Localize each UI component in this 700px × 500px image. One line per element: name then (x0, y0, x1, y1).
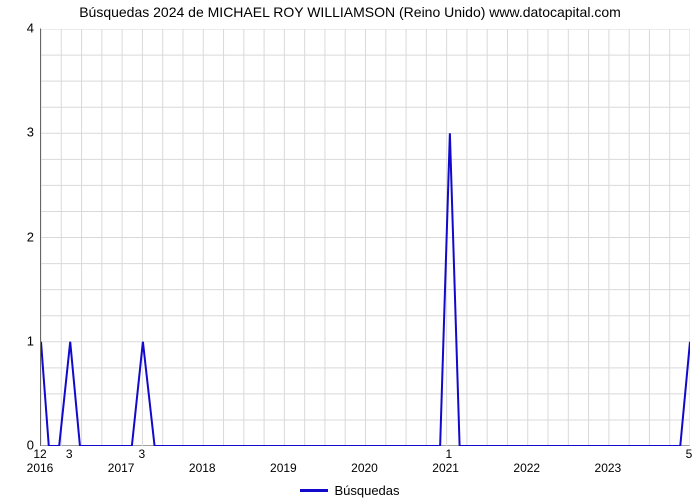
y-tick-label: 3 (4, 125, 34, 140)
x-tick-label: 2017 (108, 461, 135, 475)
x-tick-label: 2019 (270, 461, 297, 475)
x-tick-label: 2016 (27, 461, 54, 475)
x-tick-label: 2022 (513, 461, 540, 475)
chart-container: Búsquedas 2024 de MICHAEL ROY WILLIAMSON… (0, 0, 700, 500)
point-label: 12 (33, 447, 46, 461)
y-tick-label: 4 (4, 21, 34, 36)
legend-swatch (300, 489, 328, 492)
x-tick-label: 2018 (189, 461, 216, 475)
point-label: 1 (446, 447, 453, 461)
legend-label: Búsquedas (334, 483, 399, 498)
legend: Búsquedas (0, 482, 700, 498)
y-tick-label: 1 (4, 333, 34, 348)
plot-svg (41, 29, 690, 446)
point-label: 3 (66, 447, 73, 461)
y-tick-label: 0 (4, 438, 34, 453)
x-tick-label: 2021 (432, 461, 459, 475)
point-label: 5 (686, 447, 693, 461)
point-label: 3 (139, 447, 146, 461)
chart-title: Búsquedas 2024 de MICHAEL ROY WILLIAMSON… (0, 4, 700, 20)
plot-area (40, 28, 690, 446)
y-tick-label: 2 (4, 229, 34, 244)
x-tick-label: 2023 (595, 461, 622, 475)
x-tick-label: 2020 (351, 461, 378, 475)
